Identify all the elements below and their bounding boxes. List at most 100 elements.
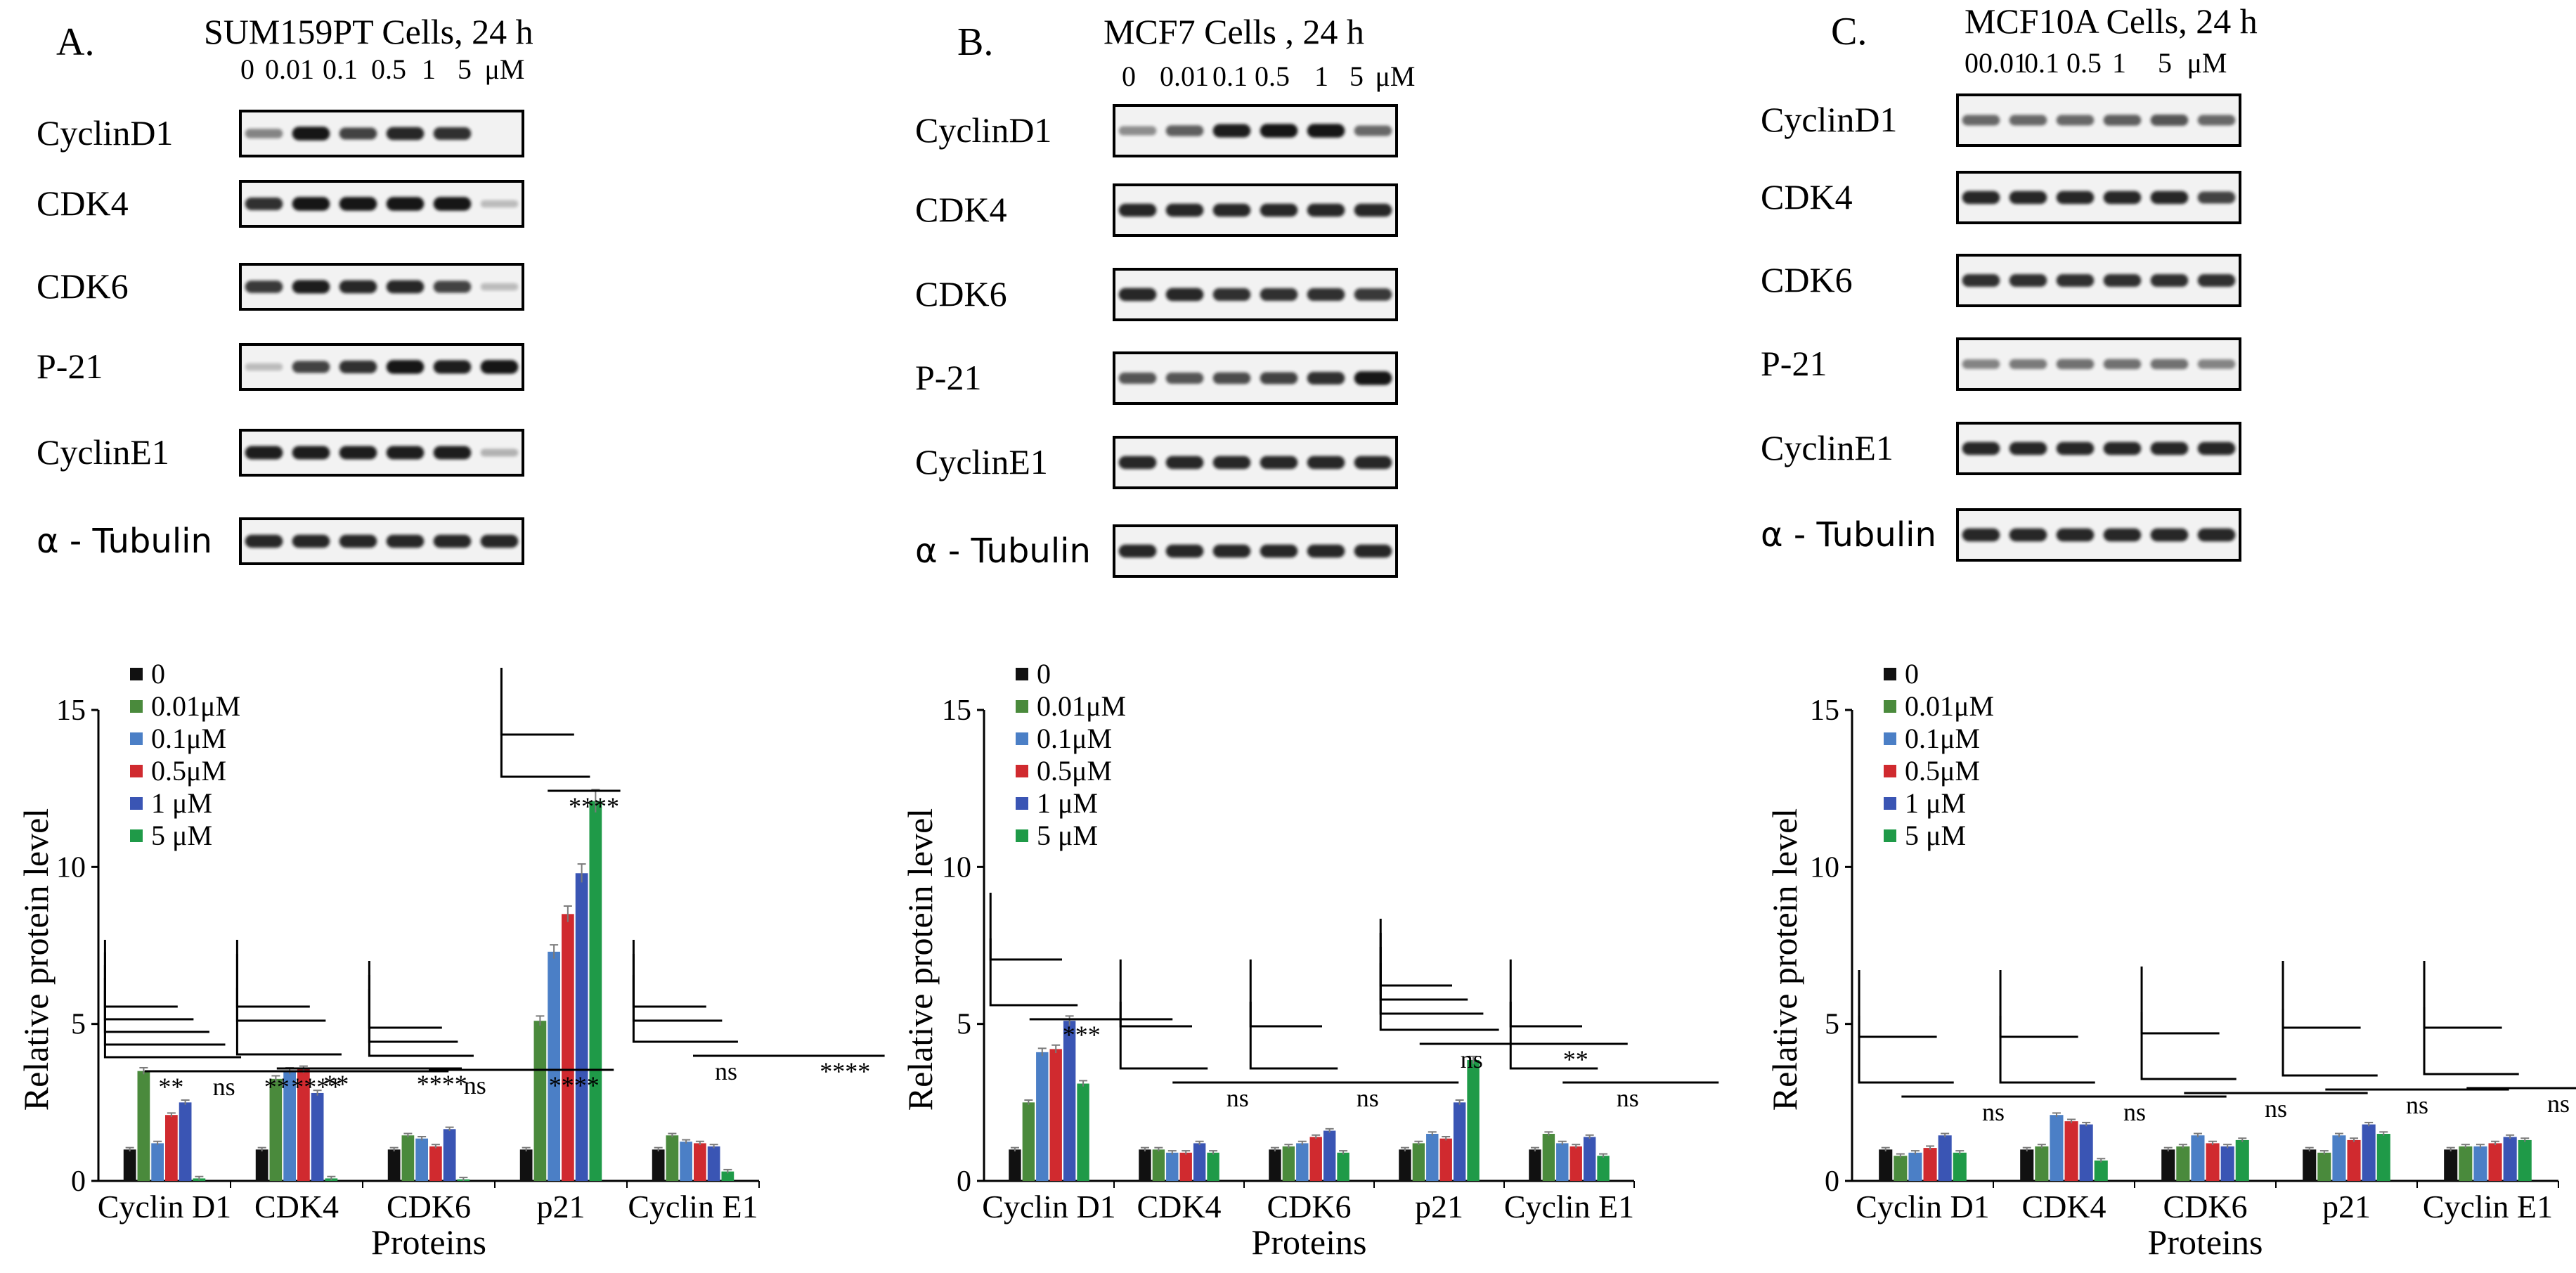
blot-band bbox=[2056, 441, 2095, 455]
blot-frame bbox=[239, 517, 524, 565]
blot-band bbox=[2103, 528, 2142, 542]
blot-row-label: CDK4 bbox=[37, 183, 129, 223]
legend-entry: 0.5μM bbox=[151, 755, 226, 787]
sig-label: **** bbox=[549, 1071, 600, 1099]
bar-0-3 bbox=[1923, 1148, 1937, 1181]
blot-frame bbox=[1956, 254, 2241, 307]
blot-band bbox=[2103, 115, 2142, 126]
blot-band bbox=[339, 446, 377, 460]
x-tick-label: CDK4 bbox=[2021, 1189, 2106, 1224]
bar-0-0 bbox=[1009, 1149, 1021, 1181]
blot-band bbox=[1212, 455, 1251, 470]
x-tick-label: Cyclin D1 bbox=[1856, 1189, 1989, 1224]
bar-chart-2: 0 5 10 15 Relative protein level Cyclin D1 CDK… bbox=[900, 658, 1719, 1262]
legend-entry: 0 bbox=[1037, 658, 1051, 690]
blot-band bbox=[2103, 358, 2142, 370]
blot-band bbox=[2150, 358, 2189, 370]
legend-swatch bbox=[1016, 829, 1028, 842]
x-axis-title: Proteins bbox=[1252, 1222, 1367, 1262]
sig-bracket bbox=[1379, 933, 1468, 1001]
blot-band bbox=[2197, 191, 2236, 204]
legend-swatch bbox=[1884, 829, 1896, 842]
blot-band bbox=[1962, 441, 2000, 455]
x-tick-label: Cyclin D1 bbox=[98, 1189, 231, 1224]
dose-label: 1 bbox=[2112, 47, 2126, 79]
legend-entry: 0.01μM bbox=[151, 690, 240, 722]
sig-bracket bbox=[235, 940, 310, 1008]
y-tick-label: 15 bbox=[1810, 694, 1839, 727]
blot-band bbox=[386, 446, 425, 460]
bar-0-1 bbox=[1894, 1156, 1908, 1181]
bar-2-5 bbox=[2235, 1139, 2249, 1181]
legend-entry: 1 μM bbox=[151, 787, 212, 819]
blot-band bbox=[2056, 115, 2095, 126]
bar-3-0 bbox=[519, 1149, 533, 1181]
bar-4-3 bbox=[1569, 1146, 1582, 1181]
blot-band bbox=[1260, 124, 1298, 138]
sig-label: ns bbox=[2406, 1091, 2428, 1119]
blot-band bbox=[433, 534, 472, 548]
bar-4-0 bbox=[652, 1149, 665, 1181]
sig-label: ns bbox=[213, 1073, 235, 1101]
blot-band bbox=[1307, 372, 1345, 385]
blot-panel-2: B. MCF7 Cells , 24 h 0 0.01 0.1 0.5 1 5 μM Cyclin… bbox=[915, 12, 1416, 578]
sig-label: ** bbox=[158, 1073, 183, 1101]
blot-band bbox=[1260, 288, 1298, 301]
blot-band bbox=[1212, 203, 1251, 217]
sig-bracket bbox=[2423, 961, 2502, 1029]
dose-label: 5 bbox=[2158, 47, 2172, 79]
sig-bracket bbox=[1379, 919, 1452, 987]
blot-row-label: CyclinD1 bbox=[37, 113, 173, 153]
bar-0-1 bbox=[137, 1071, 150, 1181]
dose-label: 0.01 bbox=[1160, 60, 1209, 92]
bar-chart-1: 0 5 10 15 Relative protein level Cyclin D1 CDK… bbox=[16, 658, 885, 1262]
bar-1-3 bbox=[1179, 1152, 1192, 1181]
blot-band bbox=[1118, 373, 1157, 384]
bar-1-0 bbox=[1139, 1149, 1151, 1181]
blot-band bbox=[433, 127, 472, 140]
blot-frame bbox=[1113, 183, 1398, 237]
y-axis-title: Relative protein level bbox=[1765, 808, 1804, 1111]
bar-charts-layer: 0 5 10 15 Relative protein level Cyclin D1 CDK… bbox=[16, 658, 2576, 1262]
bar-4-0 bbox=[2444, 1149, 2458, 1181]
sig-label: **** bbox=[291, 1073, 342, 1101]
blot-band bbox=[1165, 373, 1204, 384]
blot-band bbox=[386, 197, 425, 211]
bar-1-2 bbox=[283, 1071, 296, 1181]
bar-3-1 bbox=[1412, 1143, 1425, 1181]
blot-row-label: CyclinE1 bbox=[37, 432, 169, 472]
legend-swatch bbox=[1016, 732, 1028, 745]
blot-band bbox=[1962, 115, 2000, 126]
blot-band bbox=[2150, 190, 2189, 205]
dose-label: 5 bbox=[1350, 60, 1364, 92]
bar-1-1 bbox=[2035, 1146, 2049, 1181]
bar-4-1 bbox=[2459, 1146, 2473, 1181]
panel-title: SUM159PT Cells, 24 h bbox=[204, 12, 533, 51]
bar-4-5 bbox=[2518, 1139, 2532, 1181]
bar-4-3 bbox=[694, 1143, 706, 1181]
blot-band bbox=[2056, 274, 2095, 287]
sig-bracket bbox=[632, 975, 738, 1043]
blot-band bbox=[1165, 287, 1204, 302]
blot-frame bbox=[1113, 351, 1398, 405]
legend-swatch bbox=[1016, 765, 1028, 777]
blot-frame bbox=[239, 263, 524, 311]
blot-frame bbox=[1113, 268, 1398, 321]
sig-label: ** bbox=[264, 1073, 290, 1101]
blot-band bbox=[1260, 455, 1298, 470]
blot-band bbox=[480, 283, 519, 291]
sig-bracket bbox=[1119, 1002, 1208, 1070]
dose-label: 5 bbox=[458, 53, 472, 85]
western-blot-layer: A. SUM159PT Cells, 24 h0 0.01 0.1 0.5 1 5 μMCyc… bbox=[37, 1, 2258, 578]
blot-band bbox=[2197, 274, 2236, 287]
blot-band bbox=[1260, 372, 1298, 385]
bar-3-4 bbox=[1453, 1102, 1466, 1181]
bar-0-4 bbox=[179, 1102, 192, 1181]
y-tick-label: 5 bbox=[957, 1009, 971, 1041]
blot-band bbox=[339, 280, 377, 294]
blot-row-label: α - Tubulin bbox=[37, 522, 212, 561]
bar-3-2 bbox=[1426, 1134, 1439, 1181]
y-tick-label: 0 bbox=[957, 1165, 971, 1198]
blot-band bbox=[1962, 190, 2000, 205]
